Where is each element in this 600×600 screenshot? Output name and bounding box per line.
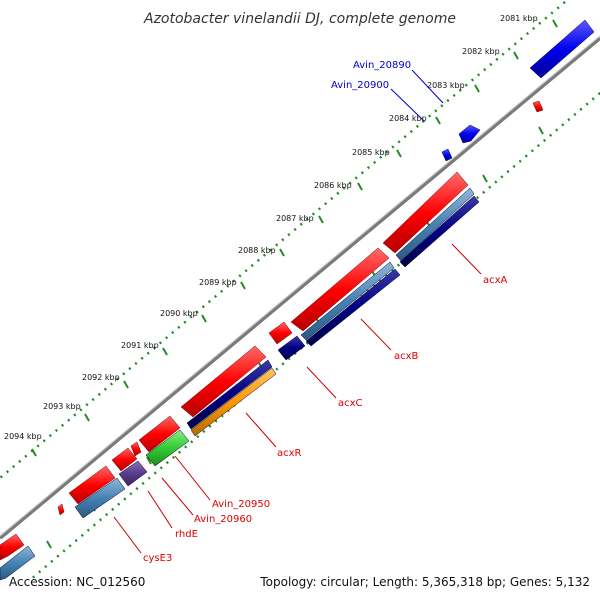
tick-label: 2087 kbp [276, 214, 314, 223]
leader-acxR [245, 412, 277, 448]
tick-mark [279, 248, 285, 257]
tick-label: 2089 kbp [199, 278, 237, 287]
tick-mark [123, 380, 129, 389]
gene-rhdE[interactable] [138, 415, 181, 453]
genome-summary-text: Topology: circular; Length: 5,365,318 bp… [259, 575, 590, 589]
leader-Avin-20960 [161, 477, 194, 516]
tick-mark [318, 215, 324, 224]
gene-Avin-20950[interactable] [145, 429, 190, 467]
gene-small[interactable] [130, 441, 142, 457]
leader-Avin-20890 [411, 69, 444, 104]
gene-cysE3[interactable] [68, 465, 116, 505]
leader-acxA [451, 243, 482, 275]
label-Avin-20890[interactable]: Avin_20890 [353, 60, 411, 71]
gene-edge[interactable] [0, 533, 25, 561]
gene-acxC-part[interactable] [268, 321, 293, 345]
label-acxC[interactable]: acxC [338, 398, 363, 409]
label-acxR[interactable]: acxR [277, 448, 302, 459]
gene-Avin-20890[interactable] [458, 124, 481, 144]
tick-mark [357, 182, 363, 191]
gene-tiny-red[interactable] [532, 100, 544, 113]
tick-mark [396, 149, 402, 158]
tick-mark [162, 347, 168, 356]
tick-label: 2081 kbp [500, 14, 538, 23]
accession-text: Accession: NC_012560 [9, 575, 145, 589]
gene-cysE3-steel[interactable] [74, 477, 126, 519]
gene-acxA-steel[interactable] [395, 187, 475, 262]
gene-tiny[interactable] [57, 503, 65, 516]
tick-label: 2093 kbp [43, 402, 81, 411]
gene-acxA[interactable] [382, 171, 469, 254]
label-Avin-20900[interactable]: Avin_20900 [331, 80, 389, 91]
tick-mark [482, 174, 488, 183]
gene-acxB[interactable] [290, 247, 390, 332]
tick-mark [435, 116, 441, 125]
tick-label: 2092 kbp [82, 373, 120, 382]
major-ticks [31, 19, 558, 457]
inner-genes [0, 187, 480, 581]
tick-mark [201, 314, 207, 323]
leader-acxB [360, 318, 392, 351]
tick-mark [240, 281, 246, 290]
tick-mark [46, 540, 52, 549]
label-acxB[interactable]: acxB [394, 351, 419, 362]
tick-mark [538, 126, 544, 135]
leader-cysE3 [113, 516, 142, 554]
label-cysE3[interactable]: cysE3 [143, 553, 172, 564]
gene-acxA-navy[interactable] [399, 195, 480, 268]
label-acxA[interactable]: acxA [483, 275, 508, 286]
label-Avin-20950[interactable]: Avin_20950 [212, 499, 270, 510]
leader-lines [113, 243, 482, 554]
leader-Avin-20950 [174, 455, 211, 501]
gene-acxB-steel[interactable] [300, 261, 395, 341]
genome-backbone [0, 36, 600, 540]
outer-tick-ring [0, 1, 566, 479]
leader-acxC [306, 366, 337, 399]
leader-rhdE [147, 490, 173, 529]
tick-mark [552, 19, 558, 28]
tick-mark [84, 413, 90, 422]
tick-label: 2082 kbp [462, 47, 500, 56]
tick-label: 2085 kbp [352, 148, 390, 157]
tick-mark [146, 456, 152, 465]
inner-tick-ring [29, 92, 600, 581]
tick-label: 2088 kbp [238, 246, 276, 255]
gene-acxC-navy[interactable] [277, 335, 306, 361]
map-title: Azotobacter vinelandii DJ, complete geno… [143, 11, 456, 27]
reverse-genes [441, 19, 595, 162]
gene-acxR[interactable] [180, 345, 267, 418]
gene-rhdE-purple[interactable] [118, 460, 148, 487]
tick-mark [474, 84, 480, 93]
tick-label: 2084 kbp [389, 114, 427, 123]
tick-label: 2083 kbp [427, 81, 465, 90]
gene-Avin-20960[interactable] [111, 447, 138, 472]
tick-labels: 2081 kbp 2082 kbp 2083 kbp 2084 kbp 2085… [4, 14, 538, 441]
label-Avin-20960[interactable]: Avin_20960 [194, 514, 252, 525]
label-rhdE[interactable]: rhdE [175, 529, 198, 540]
tick-mark [513, 51, 519, 60]
tick-mark [31, 448, 37, 457]
leader-lines-blue [390, 69, 444, 121]
tick-label: 2090 kbp [160, 309, 198, 318]
genome-backbone-highlight [0, 35, 600, 537]
tick-label: 2094 kbp [4, 432, 42, 441]
forward-genes [0, 100, 544, 561]
gene-edge-steel[interactable] [0, 545, 36, 581]
gene-acxR-navy[interactable] [186, 359, 273, 430]
gene-blue-large[interactable] [529, 19, 595, 79]
gene-acxR-orange[interactable] [190, 367, 277, 437]
leader-Avin-20900 [390, 88, 424, 121]
gene-acxB-navy[interactable] [305, 268, 401, 347]
tick-label: 2091 kbp [121, 341, 159, 350]
tick-label: 2086 kbp [314, 181, 352, 190]
gene-Avin-20900[interactable] [441, 148, 453, 162]
